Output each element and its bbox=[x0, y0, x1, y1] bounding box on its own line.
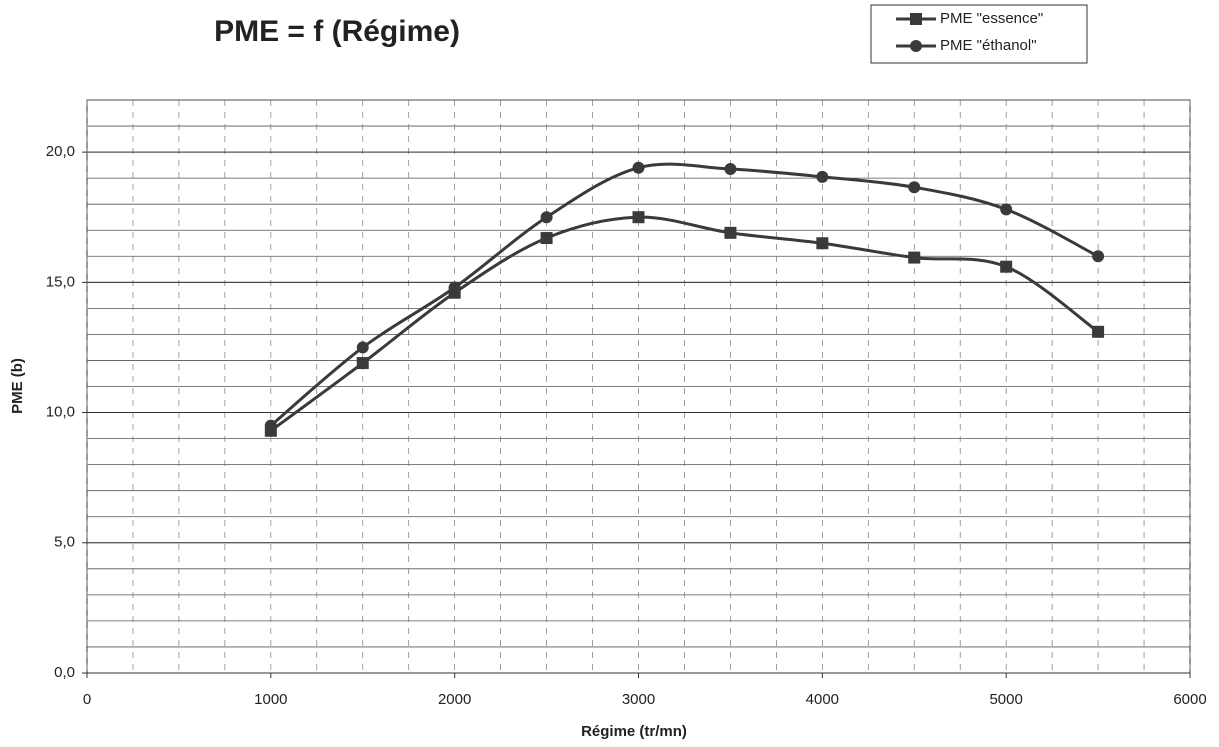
y-tick-label: 20,0 bbox=[46, 143, 75, 160]
data-point bbox=[908, 251, 921, 264]
data-point bbox=[632, 161, 645, 174]
data-point bbox=[540, 211, 553, 224]
y-tick-label: 15,0 bbox=[46, 273, 75, 290]
legend-marker bbox=[910, 40, 922, 52]
data-point bbox=[816, 170, 829, 183]
data-point bbox=[448, 281, 461, 294]
chart-title: PME = f (Régime) bbox=[214, 15, 460, 48]
data-point bbox=[908, 181, 921, 194]
x-axis-label: Régime (tr/mn) bbox=[581, 723, 687, 740]
data-point bbox=[816, 237, 829, 250]
y-tick-label: 10,0 bbox=[46, 404, 75, 421]
data-point bbox=[264, 419, 277, 432]
data-point bbox=[1000, 203, 1013, 216]
data-point bbox=[540, 232, 553, 245]
legend-label: PME "essence" bbox=[940, 10, 1043, 27]
data-point bbox=[1000, 260, 1013, 273]
y-axis-label: PME (b) bbox=[9, 358, 26, 414]
data-point bbox=[356, 357, 369, 370]
x-tick-label: 5000 bbox=[989, 691, 1022, 708]
y-tick-label: 5,0 bbox=[54, 534, 75, 551]
x-tick-label: 4000 bbox=[806, 691, 839, 708]
x-tick-label: 3000 bbox=[622, 691, 655, 708]
data-point bbox=[1092, 325, 1105, 338]
x-tick-label: 2000 bbox=[438, 691, 471, 708]
series-line bbox=[269, 215, 1099, 432]
legend-label: PME "éthanol" bbox=[940, 37, 1037, 54]
x-tick-label: 1000 bbox=[254, 691, 287, 708]
series-line bbox=[269, 162, 1099, 427]
data-point bbox=[632, 211, 645, 224]
x-tick-label: 6000 bbox=[1173, 691, 1206, 708]
legend-marker bbox=[910, 13, 922, 25]
legend-box bbox=[870, 4, 1088, 64]
x-tick-label: 0 bbox=[83, 691, 91, 708]
data-point bbox=[1092, 250, 1105, 263]
data-point bbox=[356, 341, 369, 354]
data-point bbox=[724, 163, 737, 176]
y-tick-label: 0,0 bbox=[54, 664, 75, 681]
data-point bbox=[724, 226, 737, 239]
